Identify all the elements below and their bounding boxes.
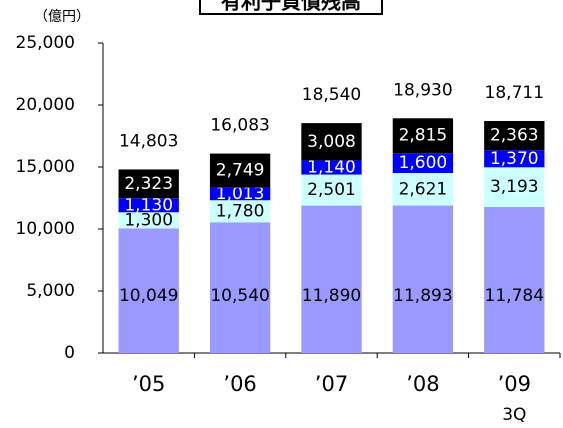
bar-segment: [392, 205, 454, 353]
bar-segment: [484, 206, 545, 353]
x-tick-label: ’06: [223, 372, 256, 396]
bar-segment: [301, 174, 362, 206]
x-tick-label: ’09: [498, 372, 531, 396]
value-label: 11,893: [393, 286, 452, 306]
bar-segment: [209, 153, 271, 188]
total-label: 18,711: [485, 83, 544, 103]
bar-segment: [118, 212, 179, 229]
value-label: 1,013: [216, 184, 265, 204]
period-note: 3Q: [502, 405, 526, 425]
bar-segment: [301, 123, 362, 161]
value-label: 3,008: [307, 132, 356, 152]
total-label: 16,083: [210, 116, 269, 136]
value-label: 1,780: [216, 201, 265, 221]
y-tick-label: 25,000: [16, 33, 75, 53]
value-label: 11,784: [485, 286, 544, 306]
bar-segment: [484, 167, 545, 207]
bar-segment: [301, 160, 362, 175]
bar-segment: [484, 150, 545, 168]
value-label: 2,749: [216, 161, 265, 181]
total-label: 18,930: [393, 80, 452, 100]
value-label: 10,049: [119, 286, 178, 306]
bar-segment: [209, 187, 271, 201]
value-label: 2,815: [399, 126, 448, 146]
total-label: 14,803: [119, 131, 178, 151]
y-tick-label: 15,000: [16, 157, 75, 177]
value-label: 2,323: [124, 174, 173, 194]
y-axis-label: （億円）: [34, 9, 90, 25]
y-tick-label: 0: [64, 343, 75, 363]
value-label: 1,300: [124, 210, 173, 230]
value-label: 1,370: [490, 149, 539, 169]
chart-title: 有利子負債残高: [221, 0, 361, 14]
bar-segment: [484, 120, 545, 151]
value-label: 2,363: [490, 126, 539, 146]
value-label: 1,140: [307, 157, 356, 177]
bar-segment: [118, 198, 179, 213]
y-tick-label: 5,000: [26, 281, 75, 301]
bar-segment: [118, 228, 179, 353]
bar-segment: [118, 169, 179, 199]
value-label: 11,890: [302, 286, 361, 306]
value-label: 3,193: [490, 177, 539, 197]
bar-segment: [392, 173, 454, 206]
bar-segment: [209, 200, 271, 223]
x-tick-label: ’05: [132, 372, 165, 396]
bar-segment: [392, 153, 454, 174]
value-label: 2,501: [307, 180, 356, 200]
value-label: 2,621: [399, 179, 448, 199]
value-label: 1,130: [124, 195, 173, 215]
y-tick-label: 10,000: [16, 219, 75, 239]
title-box: [199, 0, 383, 15]
value-label: 10,540: [210, 286, 269, 306]
total-label: 18,540: [302, 85, 361, 105]
y-tick-label: 20,000: [16, 95, 75, 115]
bar-segment: [301, 205, 362, 353]
value-label: 1,600: [399, 153, 448, 173]
x-tick-label: ’07: [315, 372, 348, 396]
bar-segment: [209, 222, 271, 353]
bar-segment: [392, 118, 454, 154]
x-tick-label: ’08: [406, 372, 439, 396]
